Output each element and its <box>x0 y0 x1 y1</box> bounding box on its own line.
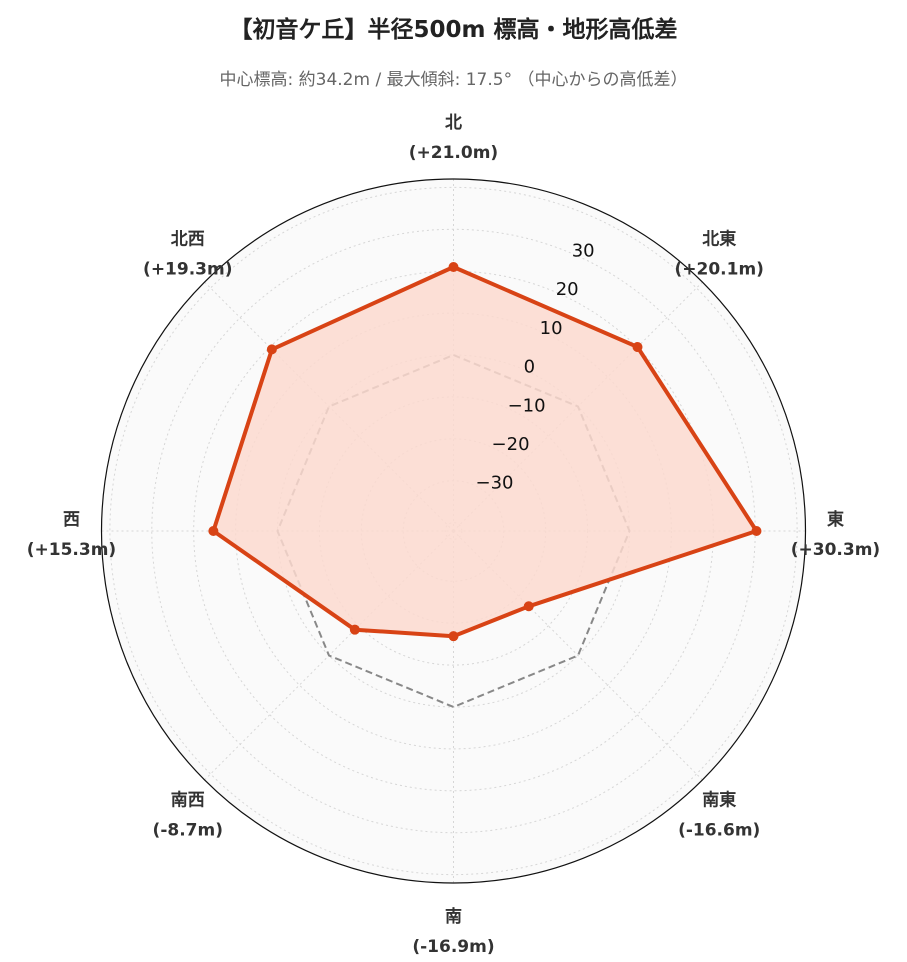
category-label: 南西 <box>171 790 205 811</box>
data-point <box>448 631 459 642</box>
outer-ring <box>100 178 807 884</box>
category-label: 西 <box>63 510 80 530</box>
category-label: 南東 <box>702 790 736 811</box>
category-value-label: (+30.3m) <box>791 540 880 560</box>
category-value-label: (+21.0m) <box>409 143 498 163</box>
data-point <box>208 526 219 536</box>
data-point <box>448 262 459 272</box>
radial-tick-label: −20 <box>492 434 530 455</box>
series-area <box>213 267 757 637</box>
radial-ticks: 30 20 100 −10 −20 −30 <box>476 240 595 493</box>
data-point <box>523 601 534 612</box>
elevation-series <box>208 262 762 642</box>
grid-ring <box>109 186 798 876</box>
category-value-label: (+19.3m) <box>143 259 232 279</box>
category-label: 北 <box>445 113 462 133</box>
category-value-label: (-16.6m) <box>678 821 760 841</box>
category-value-label: (+20.1m) <box>674 259 763 279</box>
data-point <box>266 344 277 355</box>
category-value-label: (+15.3m) <box>27 540 116 560</box>
grid-spoke <box>453 530 703 781</box>
radial-tick-label: −10 <box>508 395 546 416</box>
radial-tick-label: −30 <box>476 473 514 494</box>
category-label: 北西 <box>171 229 205 249</box>
radial-tick-label: 10 <box>540 318 563 339</box>
category-label: 北東 <box>702 228 736 249</box>
chart-title: 【初音ケ丘】半径500m 標高・地形高低差 <box>229 17 678 43</box>
category-label: 南 <box>445 906 462 927</box>
radial-tick-label: 20 <box>556 279 579 300</box>
data-point <box>349 624 360 635</box>
radial-tick-label: 30 <box>572 240 595 261</box>
category-value-label: (-16.9m) <box>412 937 494 957</box>
category-labels: 北 (+21.0m) 北東 (+20.1m) 東 (+30.3m) 南東 (-16.6m) 南 (… <box>27 113 880 957</box>
category-value-label: (-8.7m) <box>153 821 223 841</box>
category-label: 東 <box>827 509 844 530</box>
data-point <box>751 526 762 536</box>
chart-subtitle: 中心標高: 約34.2m / 最大傾斜: 17.5° （中心からの高低差） <box>219 70 688 90</box>
radial-tick-label: 0 <box>524 357 535 378</box>
data-point <box>632 341 643 352</box>
